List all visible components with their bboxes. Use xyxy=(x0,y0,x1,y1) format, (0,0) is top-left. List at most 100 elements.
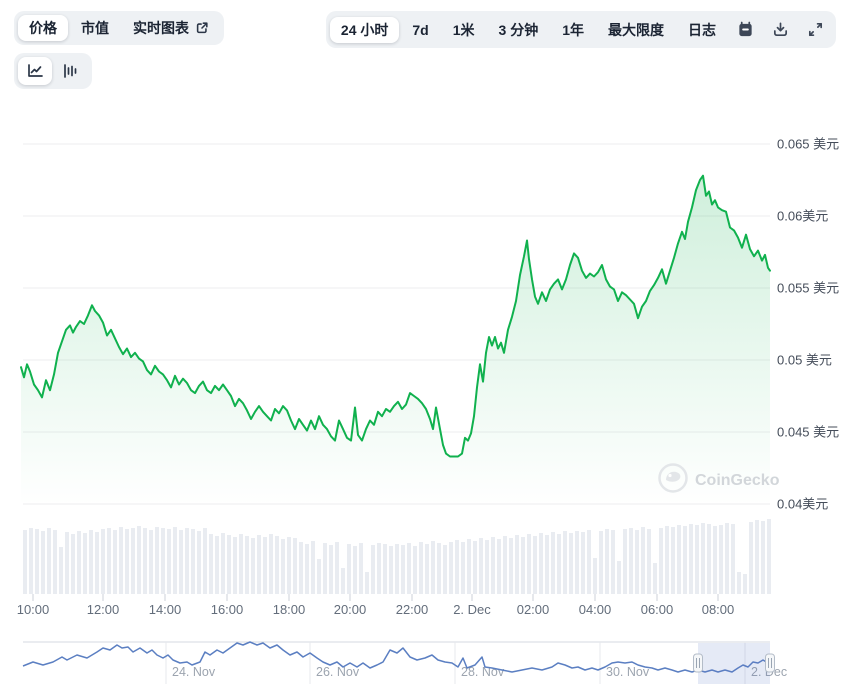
y-axis-label: 0.045 美元 xyxy=(777,425,839,440)
tab-live-chart[interactable]: 实时图表 xyxy=(122,15,220,41)
x-axis-label: 06:00 xyxy=(641,602,674,617)
y-axis-label: 0.04美元 xyxy=(777,497,828,512)
volume-bar xyxy=(191,529,195,594)
volume-bar xyxy=(533,536,537,594)
volume-bar xyxy=(161,528,165,594)
volume-bar xyxy=(521,537,525,594)
volume-bar xyxy=(53,530,57,594)
x-axis-label: 14:00 xyxy=(149,602,182,617)
tab-live-chart-label: 实时图表 xyxy=(133,20,189,36)
volume-bar xyxy=(743,574,747,594)
volume-bar xyxy=(305,544,309,594)
volume-bar xyxy=(95,532,99,594)
x-axis-label: 2. Dec xyxy=(453,602,491,617)
navigator-line xyxy=(22,641,770,673)
volume-bar xyxy=(155,527,159,594)
volume-bar xyxy=(497,539,501,594)
volume-bar xyxy=(461,542,465,594)
volume-bar xyxy=(551,532,555,594)
tab-price-label: 价格 xyxy=(29,20,57,36)
volume-bar xyxy=(215,536,219,594)
volume-bar xyxy=(77,531,81,594)
range-1m[interactable]: 1米 xyxy=(442,17,486,43)
volume-bar xyxy=(683,526,687,594)
navigator-selection[interactable] xyxy=(698,643,770,684)
volume-bar xyxy=(665,526,669,594)
volume-bar xyxy=(125,529,129,594)
volume-bar xyxy=(179,530,183,594)
range-3m[interactable]: 3 分钟 xyxy=(488,17,550,43)
x-axis-label: 16:00 xyxy=(211,602,244,617)
date-range-button[interactable] xyxy=(729,15,762,44)
volume-bar xyxy=(89,530,93,594)
volume-bar xyxy=(173,527,177,594)
x-axis-label: 04:00 xyxy=(579,602,612,617)
volume-bar xyxy=(377,543,381,594)
range-1y-label: 1年 xyxy=(562,21,584,38)
volume-bar xyxy=(83,533,87,594)
volume-bar xyxy=(545,535,549,594)
volume-bar xyxy=(437,543,441,594)
price-line xyxy=(20,174,771,458)
volume-bar xyxy=(491,537,495,594)
range-max-label: 最大限度 xyxy=(608,21,664,38)
volume-bar xyxy=(353,546,357,594)
volume-bar xyxy=(641,527,645,594)
volume-bar xyxy=(149,530,153,594)
tab-marketcap-label: 市值 xyxy=(81,20,109,36)
y-axis-label: 0.05 美元 xyxy=(777,353,832,368)
y-axis-label: 0.065 美元 xyxy=(777,137,839,152)
range-24h-label: 24 小时 xyxy=(340,21,389,38)
bar-chart-toggle-button[interactable] xyxy=(54,57,88,85)
line-chart-toggle-button[interactable] xyxy=(18,57,52,85)
volume-bar xyxy=(479,538,483,594)
volume-bar xyxy=(413,546,417,594)
navigator-date-label: 30. Nov xyxy=(606,665,650,679)
volume-bar xyxy=(467,539,471,594)
volume-bar xyxy=(341,568,345,594)
volume-bar xyxy=(113,530,117,594)
volume-bar xyxy=(365,572,369,594)
volume-bar xyxy=(251,538,255,594)
range-24h[interactable]: 24 小时 xyxy=(329,16,400,43)
volume-bar xyxy=(431,541,435,594)
volume-bar xyxy=(311,541,315,594)
volume-bar xyxy=(317,559,321,594)
volume-bar xyxy=(263,537,267,594)
x-axis-label: 10:00 xyxy=(17,602,50,617)
tab-price[interactable]: 价格 xyxy=(18,15,68,41)
toggle-log-scale[interactable]: 日志 xyxy=(677,17,727,43)
download-button[interactable] xyxy=(764,15,797,44)
range-max[interactable]: 最大限度 xyxy=(597,17,675,43)
volume-bar xyxy=(587,530,591,594)
range-1y[interactable]: 1年 xyxy=(551,17,595,43)
volume-bar xyxy=(407,543,411,594)
volume-bar xyxy=(599,531,603,594)
volume-bar xyxy=(293,538,297,594)
fullscreen-button[interactable] xyxy=(799,15,832,44)
volume-bar xyxy=(767,519,771,594)
volume-bar xyxy=(65,532,69,594)
navigator-handle-left[interactable] xyxy=(693,653,703,673)
volume-bar xyxy=(485,540,489,594)
range-7d[interactable]: 7d xyxy=(401,17,439,43)
chart-mode-toolbar: 价格 市值 实时图表 xyxy=(14,11,224,45)
volume-bar xyxy=(269,534,273,594)
toggle-log-label: 日志 xyxy=(688,21,716,38)
volume-bar xyxy=(35,529,39,594)
volume-bar xyxy=(71,534,75,594)
volume-bar xyxy=(119,527,123,594)
volume-bar xyxy=(197,531,201,594)
volume-bar xyxy=(527,534,531,594)
coingecko-watermark: CoinGecko xyxy=(658,463,779,498)
navigator-handle-right[interactable] xyxy=(765,653,775,673)
volume-bar xyxy=(611,530,615,594)
x-axis-label: 12:00 xyxy=(87,602,120,617)
x-axis-label: 18:00 xyxy=(273,602,306,617)
tab-marketcap[interactable]: 市值 xyxy=(70,15,120,41)
volume-bar xyxy=(581,532,585,594)
volume-bar xyxy=(389,546,393,594)
range-toolbar: 24 小时 7d 1米 3 分钟 1年 最大限度 日志 xyxy=(325,11,836,48)
volume-bar xyxy=(143,528,147,594)
